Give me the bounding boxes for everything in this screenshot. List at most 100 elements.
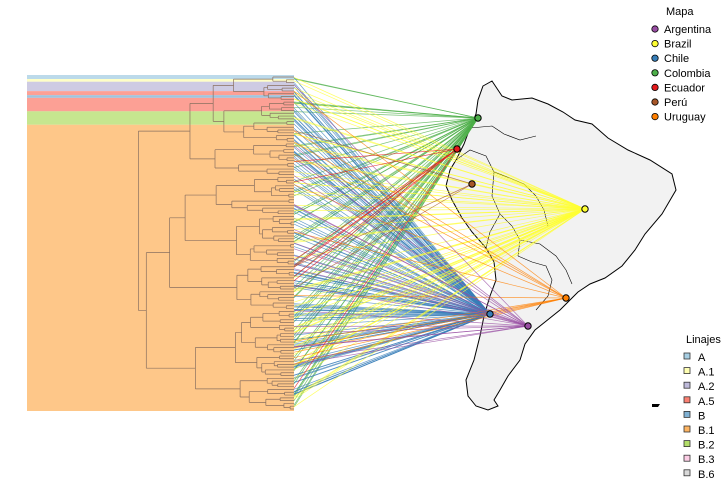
dendrogram-branch — [280, 338, 294, 343]
link-colombia — [293, 117, 479, 382]
link-chile — [293, 242, 491, 315]
link-brazil — [293, 133, 586, 210]
link-chile — [293, 313, 491, 395]
dendrogram-branch — [249, 248, 278, 261]
dendrogram-branch — [277, 177, 294, 182]
link-brazil — [293, 208, 586, 355]
link-colombia — [293, 117, 479, 182]
dendrogram-branch — [269, 150, 284, 158]
legend-key — [683, 425, 691, 433]
link-brazil — [293, 77, 586, 210]
lineage-band-A-5-3 — [27, 91, 294, 96]
legend-key — [651, 83, 659, 92]
lineage-band-B-4 — [27, 95, 294, 98]
link-uruguay — [293, 297, 567, 365]
legend-label: B.2 — [698, 440, 715, 452]
legend-label: A.5 — [698, 396, 715, 408]
falkland-islands — [652, 404, 660, 407]
legend-key — [651, 113, 659, 121]
dendrogram-branch — [269, 112, 294, 118]
link-brazil — [293, 208, 586, 342]
legend-label: B.3 — [698, 454, 715, 466]
dendrogram-branch — [273, 361, 294, 367]
link-colombia — [293, 117, 479, 134]
dendrogram-branch — [279, 355, 294, 360]
legend-label: B.6 — [698, 469, 715, 481]
dendrogram-branch — [283, 403, 294, 408]
dendrogram-branch — [264, 369, 294, 375]
link-chile — [293, 208, 491, 315]
lineage-bands — [27, 75, 294, 411]
link-chile — [293, 313, 491, 327]
marker-colombia — [474, 114, 482, 122]
link-chile — [293, 217, 491, 315]
link-brazil — [293, 208, 586, 211]
link-argentina — [293, 175, 529, 327]
legend-key — [683, 352, 691, 360]
dendrogram-branch — [239, 380, 268, 398]
dendrogram-branch — [254, 179, 278, 193]
dendrogram-branch — [233, 78, 273, 92]
link-chile — [293, 262, 491, 315]
link-colombia — [293, 111, 479, 119]
link-uruguay — [293, 231, 567, 299]
link-ecuador — [293, 148, 458, 277]
lineage-band-B-2-6 — [27, 111, 294, 125]
dendrogram-branch — [278, 171, 294, 175]
link-brazil — [293, 208, 586, 303]
link-chile — [293, 156, 491, 315]
link-chile — [293, 232, 491, 315]
link-brazil — [293, 102, 586, 210]
legend-label: A.1 — [698, 367, 715, 379]
link-uruguay — [293, 184, 567, 299]
link-chile — [293, 295, 491, 315]
link-colombia — [293, 106, 479, 119]
link-colombia — [293, 102, 479, 119]
link-brazil — [293, 208, 586, 220]
dendrogram-branch — [272, 76, 294, 82]
link-brazil — [293, 208, 586, 278]
dendrogram-branch — [286, 79, 294, 83]
link-chile — [293, 275, 491, 315]
legend-label: A.2 — [698, 381, 715, 393]
link-argentina — [293, 325, 529, 334]
dendrogram-branch — [280, 333, 294, 337]
marker-perú — [468, 180, 476, 188]
link-brazil — [293, 160, 586, 210]
legend-key — [651, 69, 659, 77]
legend-linajes: Linajes A A.1 A.2 A.5 B B.1 B.2 B.3 B.6 — [683, 334, 721, 481]
dendrogram-branch — [277, 210, 294, 215]
dendrogram-branch — [236, 226, 260, 256]
link-colombia — [293, 78, 479, 119]
dendrogram-branch — [277, 252, 294, 256]
legend-label: Argentina — [664, 24, 712, 36]
link-uruguay — [293, 130, 567, 299]
lineage-band-A-2-2 — [27, 81, 294, 92]
dendrogram-branch — [276, 334, 281, 341]
link-colombia — [293, 117, 479, 401]
dendrogram-branch — [246, 204, 294, 211]
lineage-band-A-1-1 — [27, 79, 294, 82]
dendrogram-branch — [266, 249, 294, 255]
dendrogram-branch — [250, 293, 274, 306]
link-perú — [293, 130, 473, 185]
link-brazil — [293, 208, 586, 363]
link-argentina — [293, 325, 529, 365]
dendrogram-branch — [276, 280, 294, 284]
dendrogram-branch — [262, 313, 281, 322]
dendrogram-branch — [138, 130, 190, 311]
link-chile — [293, 102, 491, 315]
dendrogram-branch — [231, 200, 289, 209]
dendrogram-branch — [290, 221, 294, 226]
link-argentina — [293, 310, 529, 327]
link-colombia — [293, 117, 479, 197]
link-perú — [293, 183, 473, 267]
link-uruguay — [293, 297, 567, 349]
dendrogram-branch — [288, 313, 294, 318]
link-brazil — [293, 208, 586, 328]
legend-mapa: Mapa Argentina Brazil Chile Colombia Ecuador P… — [651, 6, 712, 124]
legend-key — [683, 440, 691, 448]
lineage-band-B-1-7 — [27, 124, 294, 411]
dendrogram-branch — [284, 327, 294, 332]
link-uruguay — [293, 297, 567, 359]
